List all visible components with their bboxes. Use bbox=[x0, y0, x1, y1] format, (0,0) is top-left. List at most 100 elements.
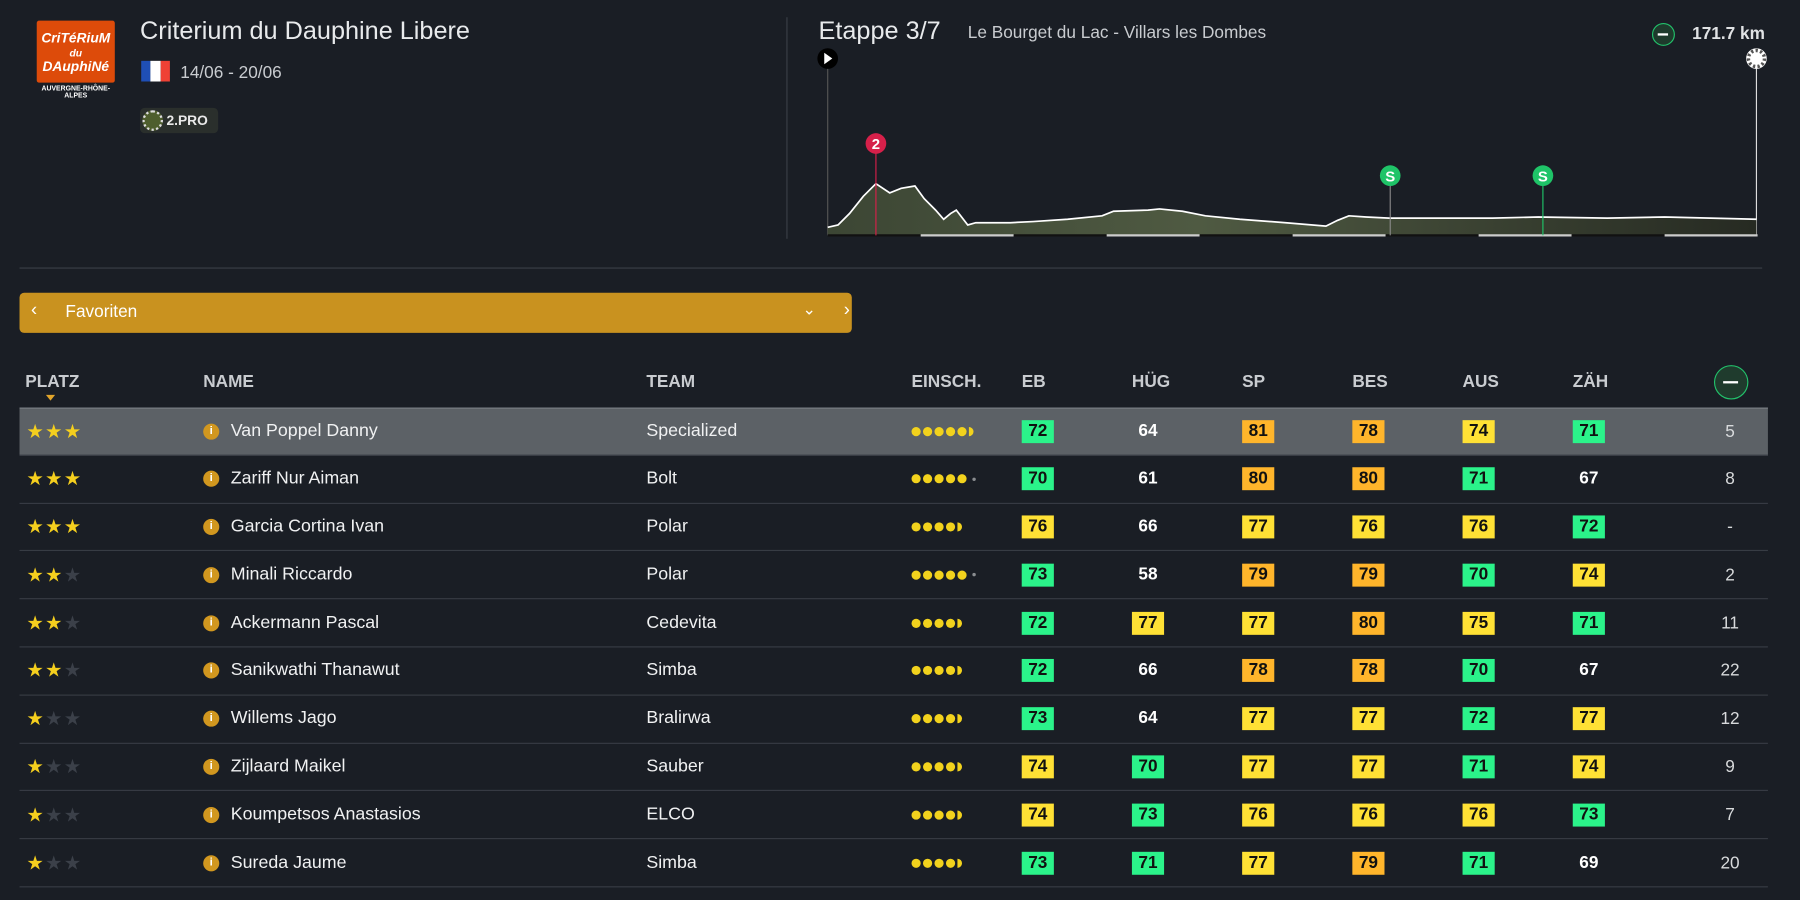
form-dot bbox=[957, 618, 963, 628]
info-icon[interactable]: i bbox=[203, 854, 220, 871]
star-icon: ★ bbox=[26, 468, 44, 490]
header-hug[interactable]: HÜG bbox=[1131, 371, 1171, 392]
form-rating bbox=[911, 522, 963, 532]
rider-name[interactable]: Garcia Cortina Ivan bbox=[230, 516, 385, 537]
team-name: Sauber bbox=[646, 756, 704, 777]
info-icon[interactable]: i bbox=[203, 662, 220, 679]
team-name: Polar bbox=[646, 516, 688, 537]
chevron-right-icon[interactable]: › bbox=[843, 300, 850, 321]
header-team[interactable]: TEAM bbox=[646, 371, 696, 392]
stat-bes: 79 bbox=[1352, 563, 1385, 587]
header-sp[interactable]: SP bbox=[1242, 371, 1266, 392]
table-row[interactable]: ★ ★ ★ i Willems Jago Bralirwa 73 64 77 77 72 77 12 bbox=[19, 695, 1768, 744]
divider bbox=[19, 267, 1763, 269]
star-icon: ★ bbox=[45, 803, 63, 826]
star-icon: ★ bbox=[26, 420, 44, 443]
table-row[interactable]: ★ ★ ★ i Zijlaard Maikel Sauber 74 70 77 77 71 74 9 bbox=[19, 743, 1768, 792]
rider-name[interactable]: Van Poppel Danny bbox=[230, 421, 378, 441]
form-dot bbox=[922, 474, 933, 484]
table-row[interactable]: ★ ★ ★ i Van Poppel Danny Specialized 72 64 81 78 7… bbox=[19, 407, 1768, 456]
climb-marker-icon[interactable] bbox=[865, 133, 887, 154]
stat-sp: 77 bbox=[1242, 851, 1275, 875]
form-rating bbox=[911, 570, 976, 580]
stat-zah: 69 bbox=[1579, 852, 1599, 872]
stat-aus: 71 bbox=[1462, 851, 1495, 875]
info-icon[interactable]: i bbox=[203, 518, 220, 535]
info-icon[interactable]: i bbox=[203, 423, 220, 440]
stat-bes: 80 bbox=[1352, 611, 1385, 635]
form-dot bbox=[945, 810, 956, 820]
rider-name[interactable]: Zariff Nur Aiman bbox=[230, 468, 359, 489]
star-icon: ★ bbox=[45, 659, 63, 682]
play-icon bbox=[824, 52, 833, 65]
header-einsch[interactable]: EINSCH. bbox=[911, 371, 982, 392]
header-zah[interactable]: ZÄH bbox=[1572, 371, 1609, 392]
info-icon[interactable]: i bbox=[203, 758, 220, 775]
stat-aus: 70 bbox=[1462, 563, 1495, 587]
star-icon: ★ bbox=[45, 851, 63, 874]
rider-name[interactable]: Minali Riccardo bbox=[230, 564, 353, 585]
sprint-marker-icon[interactable] bbox=[1379, 165, 1401, 186]
form-dot bbox=[957, 570, 967, 580]
logo-text: DAuphiNé bbox=[42, 58, 110, 75]
stat-hug: 71 bbox=[1131, 851, 1165, 875]
form-rating bbox=[911, 762, 963, 772]
table-row[interactable]: ★ ★ ★ i Sureda Jaume Simba 73 71 77 79 71 69 20 bbox=[19, 839, 1768, 888]
star-icon: ★ bbox=[26, 611, 44, 634]
team-name: Specialized bbox=[646, 421, 738, 441]
form-dot bbox=[922, 858, 933, 868]
chevron-left-icon[interactable]: ‹ bbox=[30, 300, 38, 321]
info-icon[interactable]: i bbox=[203, 710, 220, 727]
header-platz[interactable]: PLATZ bbox=[25, 371, 80, 392]
stage-result: 8 bbox=[1725, 469, 1735, 489]
form-dot bbox=[934, 522, 944, 532]
form-dot bbox=[972, 573, 976, 577]
filter-label[interactable]: Favoriten bbox=[65, 301, 138, 322]
stat-sp: 77 bbox=[1242, 611, 1275, 635]
stat-aus: 70 bbox=[1462, 659, 1495, 683]
form-dot bbox=[934, 666, 944, 676]
table-row[interactable]: ★ ★ ★ i Ackermann Pascal Cedevita 72 77 77 80 75 71… bbox=[19, 599, 1768, 648]
rider-name[interactable]: Willems Jago bbox=[230, 708, 337, 729]
sprint-marker-icon[interactable] bbox=[1532, 165, 1554, 186]
info-icon[interactable]: i bbox=[203, 566, 220, 583]
header-bes[interactable]: BES bbox=[1352, 371, 1388, 392]
form-dot bbox=[922, 426, 933, 437]
form-dot bbox=[945, 522, 956, 532]
rider-name[interactable]: Sureda Jaume bbox=[230, 852, 347, 872]
flat-stage-icon[interactable] bbox=[1713, 365, 1749, 400]
stat-hug: 61 bbox=[1138, 468, 1158, 489]
rider-name[interactable]: Sanikwathi Thanawut bbox=[230, 660, 400, 681]
info-icon[interactable]: i bbox=[203, 614, 220, 631]
form-dot bbox=[911, 474, 921, 484]
chevron-down-icon[interactable]: ⌄ bbox=[802, 299, 816, 318]
stat-zah: 74 bbox=[1572, 563, 1605, 587]
star-icon: ★ bbox=[63, 516, 82, 538]
table-row[interactable]: ★ ★ ★ i Garcia Cortina Ivan Polar 76 66 77 76 76 72… bbox=[19, 504, 1768, 552]
stat-hug: 66 bbox=[1138, 660, 1158, 681]
star-icon: ★ bbox=[63, 468, 82, 490]
table-row[interactable]: ★ ★ ★ i Minali Riccardo Polar 73 58 79 79 70 74 2 bbox=[19, 551, 1768, 600]
form-rating bbox=[911, 618, 963, 628]
form-dot bbox=[911, 714, 921, 724]
header-eb[interactable]: EB bbox=[1021, 371, 1046, 392]
form-rating bbox=[911, 474, 976, 484]
info-icon[interactable]: i bbox=[203, 470, 220, 487]
info-icon[interactable]: i bbox=[203, 806, 220, 823]
table-row[interactable]: ★ ★ ★ i Koumpetsos Anastasios ELCO 74 73 76 76 76 7… bbox=[19, 791, 1768, 840]
rider-name[interactable]: Koumpetsos Anastasios bbox=[230, 804, 421, 824]
stage-distance: 171.7 km bbox=[1692, 24, 1765, 44]
form-dot bbox=[972, 477, 976, 481]
rider-name[interactable]: Zijlaard Maikel bbox=[230, 756, 346, 777]
form-dot bbox=[934, 714, 944, 724]
stat-zah: 74 bbox=[1572, 755, 1605, 779]
stat-hug: 70 bbox=[1131, 755, 1165, 779]
star-rating: ★ ★ ★ bbox=[26, 709, 81, 729]
star-rating: ★ ★ ★ bbox=[26, 422, 81, 442]
table-row[interactable]: ★ ★ ★ i Zariff Nur Aiman Bolt 70 61 80 80 71 67 8 bbox=[19, 456, 1768, 504]
rider-name[interactable]: Ackermann Pascal bbox=[230, 612, 380, 633]
header-name[interactable]: NAME bbox=[203, 371, 254, 392]
table-row[interactable]: ★ ★ ★ i Sanikwathi Thanawut Simba 72 66 78 78 70 67… bbox=[19, 647, 1768, 696]
form-dot bbox=[945, 666, 956, 676]
header-aus[interactable]: AUS bbox=[1462, 371, 1499, 392]
